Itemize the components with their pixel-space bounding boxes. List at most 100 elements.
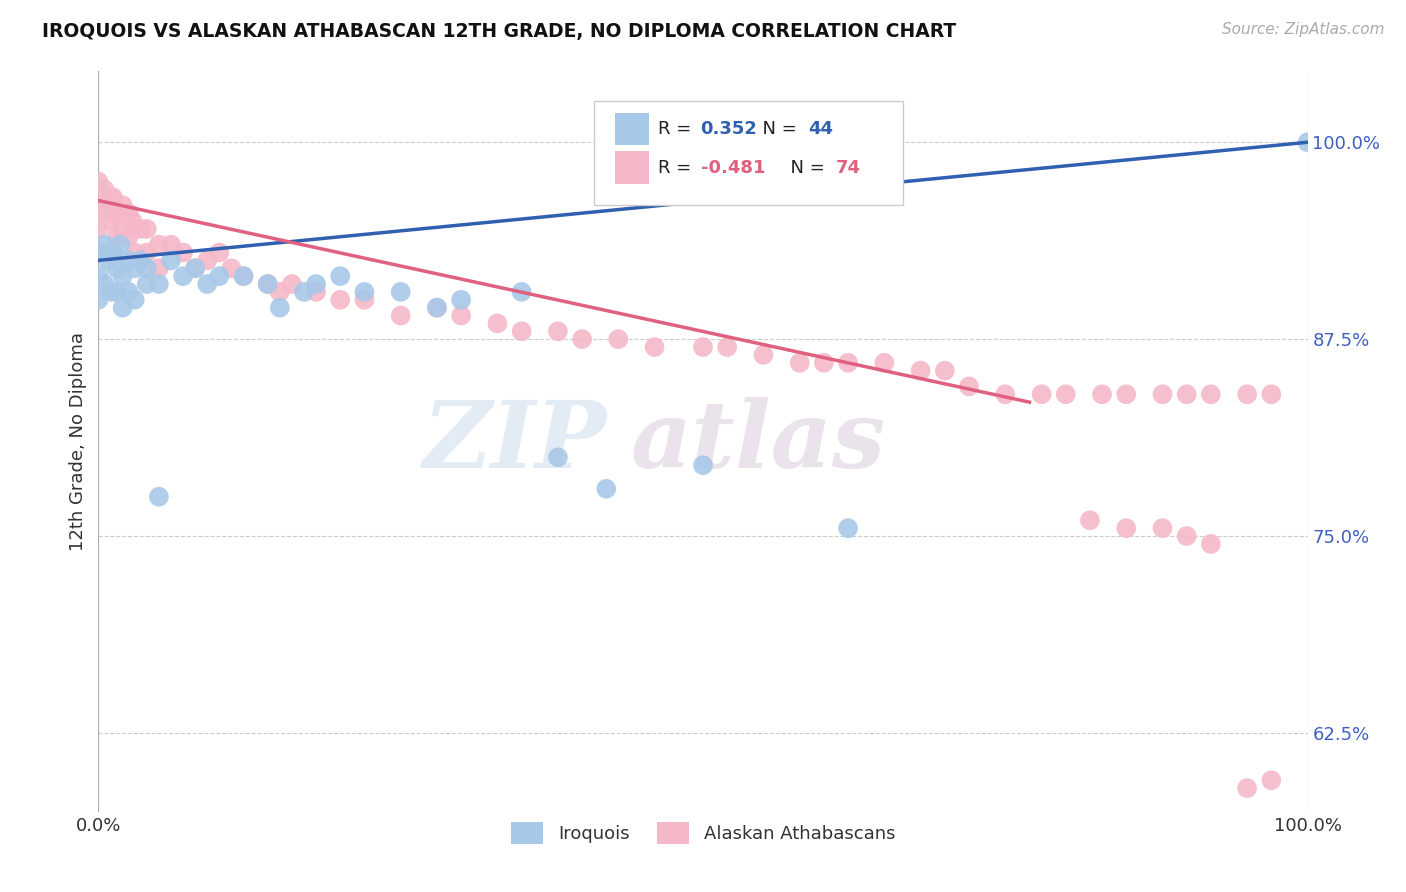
Point	[232, 269, 254, 284]
Point	[87, 198, 110, 212]
Point	[450, 293, 472, 307]
Point	[389, 285, 412, 299]
Text: N =: N =	[751, 120, 803, 138]
Point	[1199, 387, 1222, 401]
Point	[547, 450, 569, 465]
Point	[389, 309, 412, 323]
Point	[644, 340, 666, 354]
Text: R =: R =	[658, 120, 697, 138]
Point	[105, 229, 128, 244]
Text: 44: 44	[808, 120, 834, 138]
Point	[172, 269, 194, 284]
Point	[1236, 781, 1258, 796]
Point	[195, 253, 218, 268]
Point	[87, 175, 110, 189]
Point	[160, 253, 183, 268]
Point	[105, 261, 128, 276]
Point	[148, 261, 170, 276]
Point	[716, 340, 738, 354]
Point	[789, 356, 811, 370]
Point	[1115, 387, 1137, 401]
Text: IROQUOIS VS ALASKAN ATHABASCAN 12TH GRADE, NO DIPLOMA CORRELATION CHART: IROQUOIS VS ALASKAN ATHABASCAN 12TH GRAD…	[42, 22, 956, 41]
Point	[135, 245, 157, 260]
Point	[118, 285, 141, 299]
Point	[486, 317, 509, 331]
Text: ZIP: ZIP	[422, 397, 606, 486]
Point	[111, 198, 134, 212]
Point	[1236, 387, 1258, 401]
Y-axis label: 12th Grade, No Diploma: 12th Grade, No Diploma	[69, 332, 87, 551]
Point	[1054, 387, 1077, 401]
Point	[269, 301, 291, 315]
Point	[135, 222, 157, 236]
Point	[93, 277, 115, 291]
Point	[172, 245, 194, 260]
Point	[957, 379, 980, 393]
Point	[934, 364, 956, 378]
Point	[353, 293, 375, 307]
Point	[111, 222, 134, 236]
Point	[87, 293, 110, 307]
Point	[101, 190, 124, 204]
Point	[571, 332, 593, 346]
Point	[100, 190, 122, 204]
Point	[118, 206, 141, 220]
Point	[148, 490, 170, 504]
Point	[305, 277, 328, 291]
Point	[329, 269, 352, 284]
Point	[1175, 387, 1198, 401]
Point	[129, 253, 152, 268]
Point	[353, 285, 375, 299]
Point	[426, 301, 449, 315]
Point	[837, 356, 859, 370]
Bar	[614, 112, 648, 145]
Point	[118, 229, 141, 244]
Point	[208, 269, 231, 284]
Point	[111, 301, 134, 315]
Point	[595, 482, 617, 496]
Point	[994, 387, 1017, 401]
Point	[256, 277, 278, 291]
Point	[184, 261, 207, 276]
Text: R =: R =	[658, 159, 697, 177]
Text: N =: N =	[779, 159, 831, 177]
Point	[97, 198, 120, 212]
Point	[1152, 521, 1174, 535]
Point	[837, 521, 859, 535]
Bar	[614, 152, 648, 184]
Point	[105, 206, 128, 220]
Point	[269, 285, 291, 299]
Point	[121, 214, 143, 228]
Point	[1260, 773, 1282, 788]
Point	[100, 245, 122, 260]
Point	[1260, 387, 1282, 401]
Point	[1175, 529, 1198, 543]
Point	[510, 285, 533, 299]
Point	[1152, 387, 1174, 401]
Point	[1296, 135, 1319, 149]
Point	[124, 261, 146, 276]
Point	[607, 332, 630, 346]
Point	[135, 261, 157, 276]
Point	[87, 269, 110, 284]
Point	[813, 356, 835, 370]
Text: 74: 74	[837, 159, 860, 177]
Point	[1199, 537, 1222, 551]
Point	[100, 214, 122, 228]
Legend: Iroquois, Alaskan Athabascans: Iroquois, Alaskan Athabascans	[503, 814, 903, 851]
Point	[256, 277, 278, 291]
Point	[160, 237, 183, 252]
Point	[101, 245, 124, 260]
Text: Source: ZipAtlas.com: Source: ZipAtlas.com	[1222, 22, 1385, 37]
Point	[118, 253, 141, 268]
Point	[692, 340, 714, 354]
Point	[97, 253, 120, 268]
Point	[148, 277, 170, 291]
Text: atlas: atlas	[630, 397, 886, 486]
Point	[1031, 387, 1053, 401]
Point	[135, 277, 157, 291]
Point	[232, 269, 254, 284]
Point	[873, 356, 896, 370]
Point	[752, 348, 775, 362]
Point	[87, 222, 110, 236]
